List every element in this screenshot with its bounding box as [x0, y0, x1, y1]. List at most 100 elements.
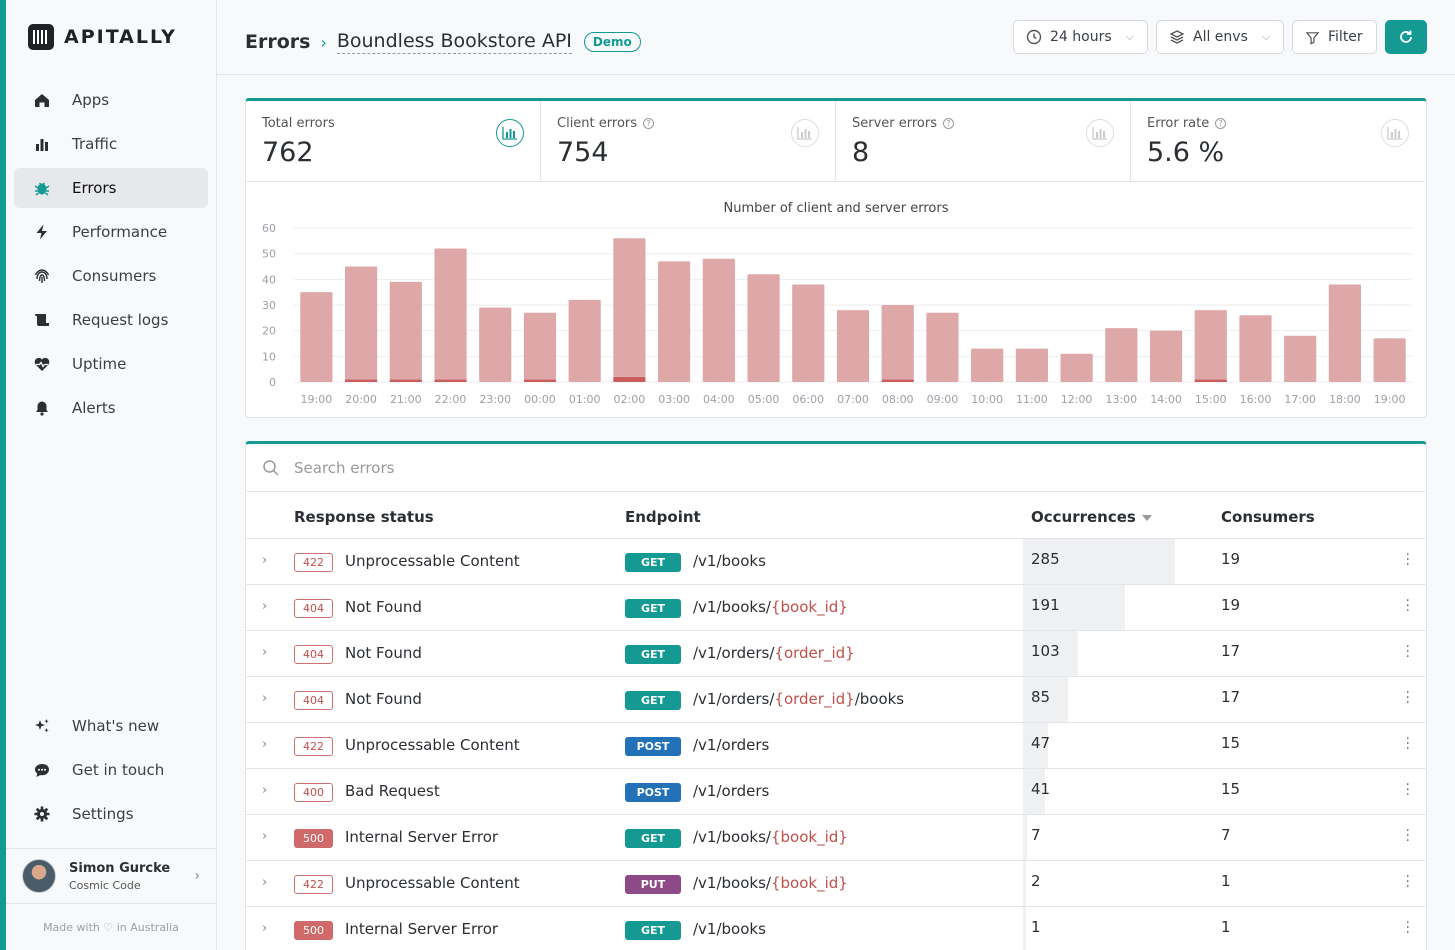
- bar-server-errors[interactable]: [1194, 379, 1227, 382]
- bar-client-errors[interactable]: [479, 307, 512, 382]
- chevron-right-icon[interactable]: ›: [262, 875, 268, 890]
- bar-server-errors[interactable]: [434, 379, 467, 382]
- chevron-right-icon[interactable]: ›: [262, 921, 268, 936]
- bar-client-errors[interactable]: [568, 299, 601, 382]
- more-vertical-icon[interactable]: · · ·: [1405, 777, 1410, 803]
- column-header-endpoint[interactable]: Endpoint: [625, 508, 701, 526]
- bar-client-errors[interactable]: [1328, 284, 1362, 382]
- bar-client-errors[interactable]: [1284, 335, 1317, 382]
- nav-item-errors[interactable]: Errors: [14, 168, 208, 208]
- bar-client-errors[interactable]: [1105, 328, 1138, 382]
- bar-client-errors[interactable]: [1060, 353, 1093, 382]
- more-vertical-icon[interactable]: · · ·: [1405, 915, 1410, 941]
- secondary-nav: What's new Get in touch Settings: [14, 706, 208, 838]
- bar-client-errors[interactable]: [1015, 348, 1048, 382]
- bar-client-errors[interactable]: [1373, 338, 1406, 382]
- bar-client-errors[interactable]: [658, 261, 691, 382]
- table-row[interactable]: › 404 Not Found GET/v1/books/{book_id} 191 19…: [246, 585, 1426, 631]
- bar-client-errors[interactable]: [926, 312, 959, 382]
- table-row[interactable]: › 422 Unprocessable Content POST/v1/orders 4…: [246, 723, 1426, 769]
- nav-item-apps[interactable]: Apps: [14, 80, 208, 120]
- nav-item-consumers[interactable]: Consumers: [14, 256, 208, 296]
- more-vertical-icon[interactable]: · · ·: [1405, 731, 1410, 757]
- x-tick-label: 18:00: [1329, 393, 1361, 406]
- bar-client-errors[interactable]: [613, 238, 646, 377]
- env-dropdown[interactable]: All envs ⌵: [1156, 20, 1284, 54]
- table-row[interactable]: › 404 Not Found GET/v1/orders/{order_id}/bo…: [246, 677, 1426, 723]
- bar-server-errors[interactable]: [613, 376, 646, 382]
- status-code-badge: 500: [294, 829, 333, 848]
- status-text: Not Found: [345, 644, 422, 662]
- search-input[interactable]: [294, 458, 894, 477]
- status-code-badge: 422: [294, 553, 333, 572]
- more-vertical-icon[interactable]: · · ·: [1405, 639, 1410, 665]
- user-menu[interactable]: Simon Gurcke Cosmic Code ›: [6, 848, 216, 904]
- chevron-right-icon[interactable]: ›: [262, 783, 268, 798]
- bar-server-errors[interactable]: [344, 379, 378, 382]
- nav-item-label: Apps: [72, 91, 110, 109]
- chevron-right-icon[interactable]: ›: [262, 645, 268, 660]
- bar-client-errors[interactable]: [792, 284, 825, 382]
- method-badge: GET: [625, 645, 681, 664]
- column-header-consumers[interactable]: Consumers: [1221, 508, 1315, 526]
- chevron-right-icon[interactable]: ›: [262, 599, 268, 614]
- more-vertical-icon[interactable]: · · ·: [1405, 593, 1410, 619]
- period-dropdown[interactable]: 24 hours ⌵: [1013, 20, 1148, 54]
- chevron-right-icon[interactable]: ›: [262, 737, 268, 752]
- bar-client-errors[interactable]: [434, 248, 467, 380]
- nav-item-alerts[interactable]: Alerts: [14, 388, 208, 428]
- chevron-right-icon[interactable]: ›: [262, 553, 268, 568]
- table-row[interactable]: › 500 Internal Server Error GET/v1/books/{b…: [246, 815, 1426, 861]
- chevron-right-icon[interactable]: ›: [262, 829, 268, 844]
- help-icon[interactable]: ?: [643, 118, 655, 129]
- bar-client-errors[interactable]: [747, 274, 780, 382]
- filter-button[interactable]: Filter: [1292, 20, 1377, 54]
- more-vertical-icon[interactable]: · · ·: [1405, 547, 1410, 573]
- bar-client-errors[interactable]: [300, 292, 333, 382]
- table-row[interactable]: › 400 Bad Request POST/v1/orders 41 15 · · ·: [246, 769, 1426, 815]
- breadcrumb-section[interactable]: Errors: [245, 31, 311, 53]
- bar-client-errors[interactable]: [1194, 310, 1227, 380]
- nav-item-what-s-new[interactable]: What's new: [14, 706, 208, 746]
- x-tick-label: 13:00: [1105, 393, 1137, 406]
- help-icon[interactable]: ?: [943, 118, 955, 129]
- table-row[interactable]: › 422 Unprocessable Content GET/v1/books 285…: [246, 539, 1426, 585]
- chart-toggle-icon[interactable]: [791, 119, 819, 147]
- logo[interactable]: APITALLY: [28, 24, 177, 50]
- bar-server-errors[interactable]: [881, 379, 914, 382]
- bar-client-errors[interactable]: [881, 305, 914, 380]
- nav-item-performance[interactable]: Performance: [14, 212, 208, 252]
- nav-item-request-logs[interactable]: Request logs: [14, 300, 208, 340]
- app-selector[interactable]: Boundless Bookstore API: [336, 30, 572, 54]
- more-vertical-icon[interactable]: · · ·: [1405, 685, 1410, 711]
- table-row[interactable]: › 404 Not Found GET/v1/orders/{order_id} 103…: [246, 631, 1426, 677]
- chart-toggle-icon[interactable]: [1381, 119, 1409, 147]
- bar-client-errors[interactable]: [523, 312, 557, 380]
- bar-server-errors[interactable]: [389, 379, 422, 382]
- nav-item-get-in-touch[interactable]: Get in touch: [14, 750, 208, 790]
- nav-item-settings[interactable]: Settings: [14, 794, 208, 834]
- bar-client-errors[interactable]: [971, 348, 1004, 382]
- status-text: Not Found: [345, 598, 422, 616]
- bar-client-errors[interactable]: [344, 266, 378, 380]
- nav-item-uptime[interactable]: Uptime: [14, 344, 208, 384]
- refresh-button[interactable]: [1385, 20, 1427, 54]
- nav-item-traffic[interactable]: Traffic: [14, 124, 208, 164]
- more-vertical-icon[interactable]: · · ·: [1405, 823, 1410, 849]
- more-vertical-icon[interactable]: · · ·: [1405, 869, 1410, 895]
- bar-client-errors[interactable]: [1149, 330, 1183, 382]
- bar-client-errors[interactable]: [1239, 315, 1272, 382]
- chart-toggle-icon[interactable]: [1086, 119, 1114, 147]
- table-row[interactable]: › 500 Internal Server Error GET/v1/books 1 1 ·…: [246, 907, 1426, 950]
- chart-toggle-icon[interactable]: [496, 119, 524, 147]
- bar-client-errors[interactable]: [836, 310, 870, 382]
- help-icon[interactable]: ?: [1215, 118, 1227, 129]
- column-header-occurrences[interactable]: Occurrences: [1031, 508, 1152, 526]
- chevron-right-icon[interactable]: ›: [262, 691, 268, 706]
- bar-client-errors[interactable]: [702, 258, 735, 382]
- x-tick-label: 08:00: [882, 393, 914, 406]
- bar-server-errors[interactable]: [523, 379, 557, 382]
- table-row[interactable]: › 422 Unprocessable Content PUT/v1/books/{b…: [246, 861, 1426, 907]
- bar-client-errors[interactable]: [389, 281, 422, 380]
- column-header-status[interactable]: Response status: [294, 508, 434, 526]
